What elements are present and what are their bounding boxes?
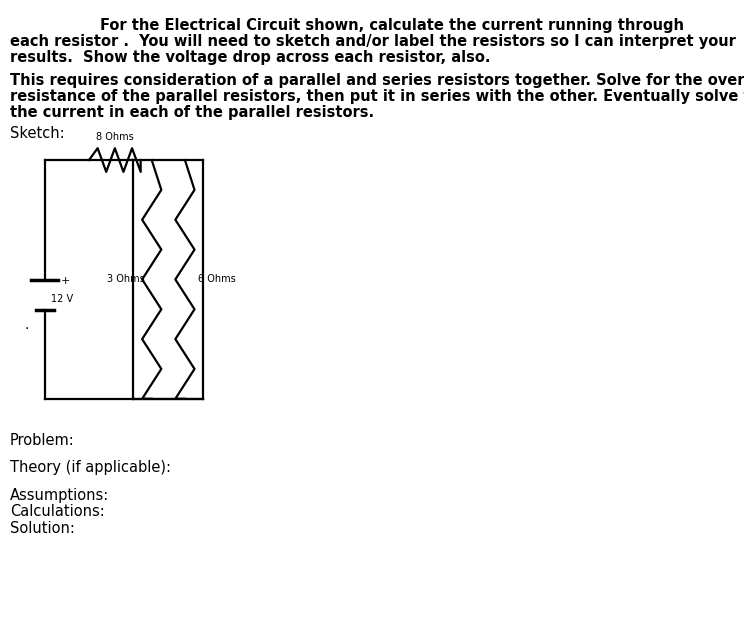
Text: 8 Ohms: 8 Ohms (96, 133, 134, 143)
Text: resistance of the parallel resistors, then put it in series with the other. Even: resistance of the parallel resistors, th… (10, 89, 744, 104)
Text: Problem:: Problem: (10, 433, 75, 448)
Text: each resistor .  You will need to sketch and/or label the resistors so I can int: each resistor . You will need to sketch … (10, 33, 736, 49)
Text: +: + (61, 277, 71, 286)
Text: 12 V: 12 V (51, 294, 73, 304)
Text: .: . (24, 318, 28, 332)
Text: Sketch:: Sketch: (10, 126, 65, 141)
Text: Assumptions:: Assumptions: (10, 487, 109, 503)
Text: Calculations:: Calculations: (10, 504, 105, 520)
Text: 6 Ohms: 6 Ohms (198, 275, 236, 285)
Text: For the Electrical Circuit shown, calculate the current running through: For the Electrical Circuit shown, calcul… (100, 18, 684, 33)
Text: Solution:: Solution: (10, 521, 75, 536)
Text: the current in each of the parallel resistors.: the current in each of the parallel resi… (10, 105, 374, 120)
Text: 3 Ohms: 3 Ohms (106, 275, 144, 285)
Text: results.  Show the voltage drop across each resistor, also.: results. Show the voltage drop across ea… (10, 50, 490, 64)
Text: Theory (if applicable):: Theory (if applicable): (10, 460, 171, 475)
Text: This requires consideration of a parallel and series resistors together. Solve f: This requires consideration of a paralle… (10, 73, 744, 88)
